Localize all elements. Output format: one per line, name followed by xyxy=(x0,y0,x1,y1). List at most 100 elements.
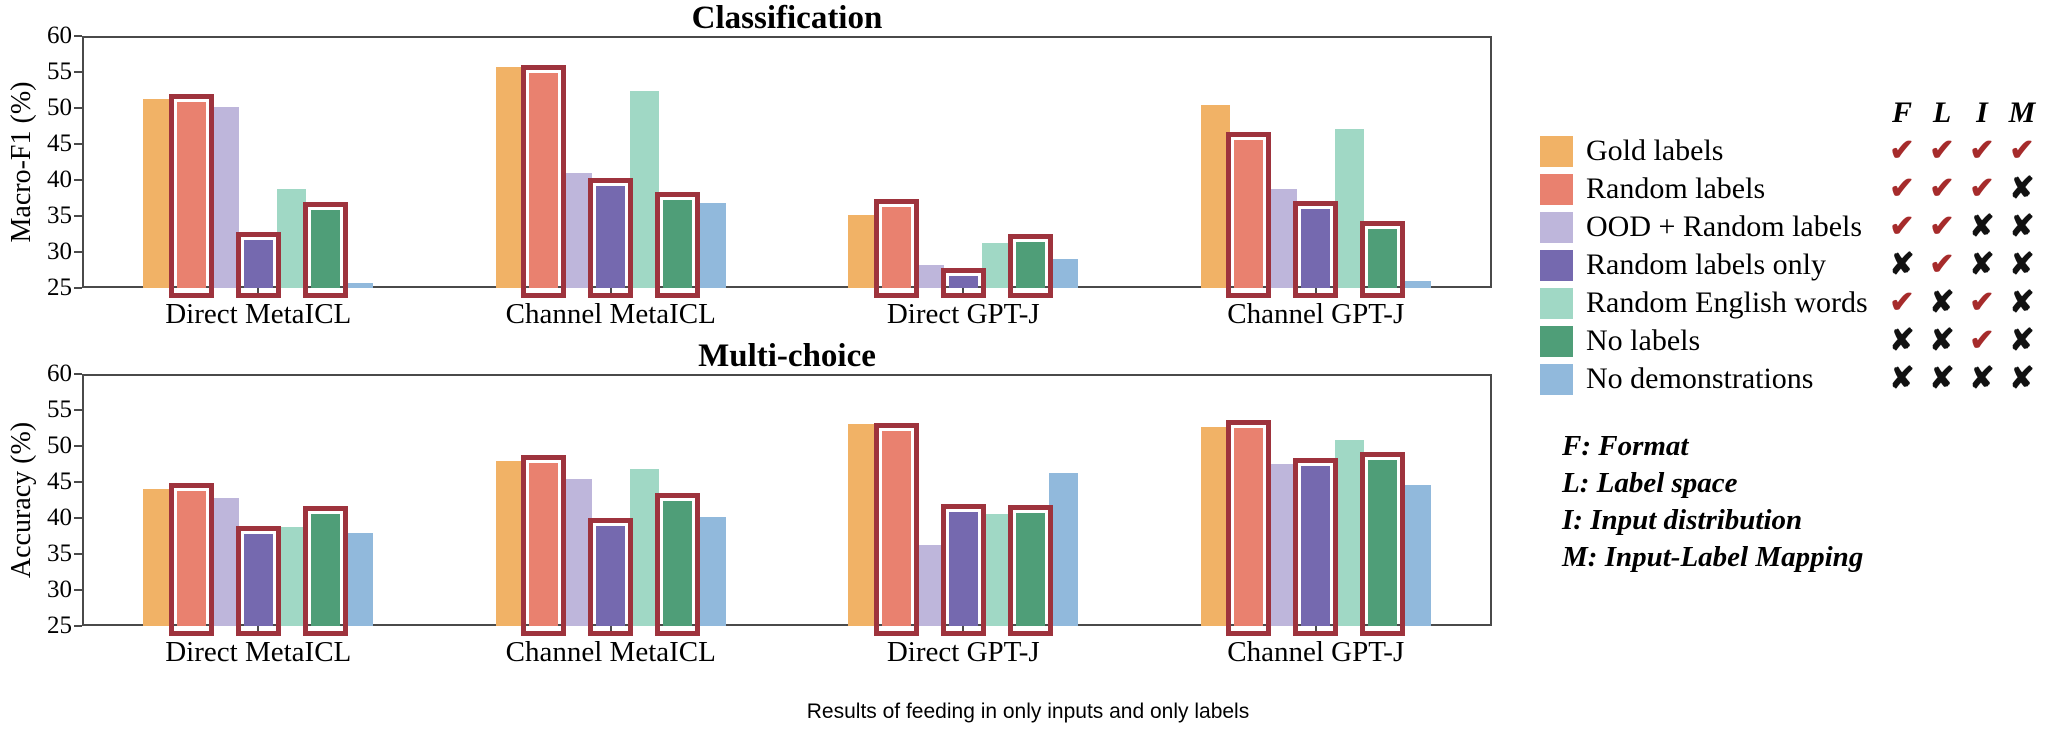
highlight-box xyxy=(235,525,281,636)
x-tick-mark xyxy=(1314,626,1317,634)
bar-no-demonstrations xyxy=(1401,280,1431,288)
y-tick-label: 60 xyxy=(47,22,72,49)
x-mark-icon: ✘ xyxy=(1889,248,1915,281)
bar-gold-labels xyxy=(143,98,173,288)
x-tick-mark xyxy=(1314,288,1317,296)
x-mark-icon: ✘ xyxy=(1969,248,1995,281)
x-tick-mark xyxy=(962,288,965,296)
x-mark-icon: ✘ xyxy=(1969,210,1995,243)
bar-no-labels xyxy=(310,514,340,626)
y-tick-label: 35 xyxy=(47,202,72,229)
x-tick-label: Channel GPT-J xyxy=(1227,636,1405,668)
bar-ood-random-labels xyxy=(562,172,592,288)
y-tick-mark xyxy=(74,481,82,483)
bar-random-english-words xyxy=(1334,440,1364,626)
bar-no-labels xyxy=(1015,241,1045,288)
y-tick-label: 25 xyxy=(47,612,72,639)
x-mark-icon: ✘ xyxy=(1969,362,1995,395)
check-mark-icon: ✔ xyxy=(1889,210,1915,243)
bar-random-labels xyxy=(529,73,559,288)
x-mark-icon: ✘ xyxy=(2009,172,2035,205)
bar-random-english-words xyxy=(982,243,1012,288)
y-tick-label: 45 xyxy=(47,130,72,157)
legend-header-f: F xyxy=(1891,96,1912,129)
x-tick-label: Direct GPT-J xyxy=(886,298,1040,330)
x-mark-icon: ✘ xyxy=(2009,286,2035,319)
highlight-box xyxy=(873,422,919,636)
legend-header-m: M xyxy=(2008,96,2036,129)
highlight-box xyxy=(302,202,348,298)
bar-random-labels xyxy=(881,430,911,626)
bar-no-labels xyxy=(1368,228,1398,288)
bar-no-demonstrations xyxy=(1049,472,1079,626)
x-mark-icon: ✘ xyxy=(1929,324,1955,357)
highlight-box xyxy=(588,177,634,298)
check-mark-icon: ✔ xyxy=(1929,134,1955,167)
legend-item: OOD + Random labels ✔ ✔ ✘ ✘ xyxy=(1540,208,2042,246)
x-tick-label: Direct MetaICL xyxy=(165,636,352,668)
bar-ood-random-labels xyxy=(210,107,240,288)
y-tick-label: 60 xyxy=(47,360,72,387)
x-mark-icon: ✘ xyxy=(2009,210,2035,243)
legend-item-label: No demonstrations xyxy=(1586,362,1814,395)
x-mark-icon: ✘ xyxy=(1889,362,1915,395)
y-tick-mark xyxy=(74,445,82,447)
legend-item-label: Gold labels xyxy=(1586,134,1724,167)
bar-random-english-words xyxy=(277,189,307,288)
highlight-box xyxy=(655,192,701,298)
chart-title: Classification xyxy=(691,0,883,36)
legend-swatch xyxy=(1540,287,1573,319)
bar-random-labels-only xyxy=(243,533,273,626)
x-mark-icon: ✘ xyxy=(1929,286,1955,319)
bar-gold-labels xyxy=(848,214,878,288)
legend-swatch xyxy=(1540,173,1573,205)
highlight-box xyxy=(1226,420,1272,636)
highlight-box xyxy=(521,65,567,298)
y-tick-mark xyxy=(74,625,82,627)
bar-no-labels xyxy=(663,200,693,288)
bar-random-english-words xyxy=(1334,128,1364,288)
highlight-box xyxy=(588,517,634,636)
x-tick-mark xyxy=(962,626,965,634)
check-mark-icon: ✔ xyxy=(1969,324,1995,357)
y-tick-mark xyxy=(74,179,82,181)
bar-random-english-words xyxy=(277,527,307,626)
check-mark-icon: ✔ xyxy=(1929,210,1955,243)
bar-gold-labels xyxy=(848,423,878,626)
y-tick-mark xyxy=(74,553,82,555)
legend-swatch xyxy=(1540,325,1573,357)
y-tick-mark xyxy=(74,107,82,109)
legend-item: Gold labels ✔ ✔ ✔ ✔ xyxy=(1540,132,2042,170)
x-tick-mark xyxy=(257,626,260,634)
bar-gold-labels xyxy=(1200,426,1230,626)
highlight-box xyxy=(873,199,919,298)
check-mark-icon: ✔ xyxy=(1929,248,1955,281)
chart-title: Multi-choice xyxy=(698,338,876,374)
y-tick-mark xyxy=(74,287,82,289)
check-mark-icon: ✔ xyxy=(1929,172,1955,205)
legend-header-spacer xyxy=(1540,98,1573,129)
y-tick-mark xyxy=(74,143,82,145)
bar-gold-labels xyxy=(1200,105,1230,288)
footnote-line: I: Input distribution xyxy=(1562,504,1803,536)
bar-random-labels-only xyxy=(948,511,978,626)
bar-ood-random-labels xyxy=(1267,189,1297,288)
x-tick-label: Direct MetaICL xyxy=(165,298,352,330)
bar-no-demonstrations xyxy=(1401,484,1431,626)
x-tick-label: Channel MetaICL xyxy=(505,298,716,330)
check-mark-icon: ✔ xyxy=(1889,286,1915,319)
bar-no-demonstrations xyxy=(344,282,374,288)
highlight-box xyxy=(521,454,567,636)
x-tick-label: Channel GPT-J xyxy=(1227,298,1405,330)
bar-ood-random-labels xyxy=(562,479,592,626)
legend-header-i: I xyxy=(1976,96,1988,129)
legend-item: Random labels ✔ ✔ ✔ ✘ xyxy=(1540,170,2042,208)
y-tick-mark xyxy=(74,35,82,37)
check-mark-icon: ✔ xyxy=(1889,172,1915,205)
bar-random-labels xyxy=(1234,428,1264,626)
check-mark-icon: ✔ xyxy=(1969,134,1995,167)
highlight-box xyxy=(940,503,986,636)
legend-footnotes: F: Format L: Label space I: Input distribu… xyxy=(1562,428,1863,576)
check-mark-icon: ✔ xyxy=(1969,172,1995,205)
